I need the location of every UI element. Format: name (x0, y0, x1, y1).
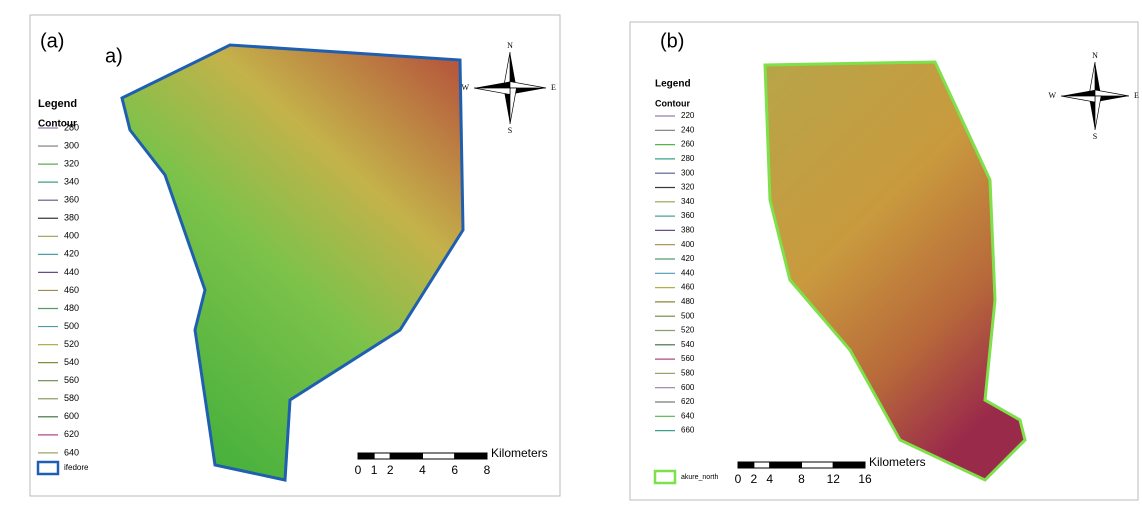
legend-item: 400 (64, 231, 79, 241)
legend-item: 260 (681, 140, 695, 149)
map-region (765, 62, 1025, 480)
legend-item: 480 (681, 297, 695, 306)
legend-item: 660 (681, 426, 695, 435)
legend-item: 420 (681, 254, 695, 263)
scale-segment (455, 453, 487, 459)
scale-unit: Kilometers (491, 446, 548, 460)
scale-label: 8 (798, 472, 805, 486)
legend-item: 620 (64, 429, 79, 439)
scale-label: 0 (355, 463, 362, 477)
legend-item: 240 (681, 125, 695, 134)
scale-label: 12 (827, 472, 841, 486)
legend-item: 640 (681, 411, 695, 420)
legend-item: 580 (64, 393, 79, 403)
scale-label: 2 (387, 463, 394, 477)
compass-arm (474, 88, 510, 94)
legend-title: Legend (38, 98, 77, 110)
compass-w: W (1048, 91, 1056, 100)
scale-segment (770, 462, 802, 468)
scale-label: 2 (751, 472, 758, 486)
scale-label: 6 (451, 463, 458, 477)
legend-item: 280 (681, 154, 695, 163)
panel-label: a) (105, 45, 123, 67)
legend-item: 540 (64, 357, 79, 367)
legend-subtitle: Contour (655, 98, 690, 108)
legend-item: 300 (681, 168, 695, 177)
compass-arm (1095, 96, 1101, 130)
figure: (a)a)LegendContour2803003203403603804004… (0, 0, 1142, 506)
legend-item: 560 (681, 354, 695, 363)
scale-segment (802, 462, 834, 468)
scale-label: 4 (419, 463, 426, 477)
legend-title: Legend (655, 79, 691, 90)
legend-item: 320 (64, 158, 79, 168)
compass-arm (474, 82, 510, 88)
legend-item: 460 (64, 285, 79, 295)
panel-label: (b) (660, 30, 684, 52)
compass-w: W (461, 83, 469, 92)
legend-item: 440 (681, 268, 695, 277)
legend-item: 400 (681, 240, 695, 249)
compass-arm (510, 82, 546, 88)
scale-label: 0 (735, 472, 742, 486)
legend-item: 500 (64, 321, 79, 331)
legend-item: akure_north (681, 474, 718, 481)
scale-segment (358, 453, 374, 459)
scale-label: 16 (858, 472, 872, 486)
legend-item: 320 (681, 183, 695, 192)
legend-item: 360 (64, 195, 79, 205)
legend-item: 480 (64, 303, 79, 313)
compass-arm (510, 88, 516, 124)
legend-item: 280 (64, 122, 79, 132)
legend-swatch (655, 471, 675, 483)
legend-item: 460 (681, 283, 695, 292)
legend-swatch (38, 462, 58, 474)
legend-item: 380 (64, 213, 79, 223)
compass-e: E (1134, 91, 1139, 100)
scale-segment (423, 453, 455, 459)
legend-item: ifedore (64, 463, 89, 472)
map-region (122, 45, 463, 480)
compass-arm (1095, 90, 1129, 96)
legend-item: 600 (681, 383, 695, 392)
scale-label: 8 (484, 463, 491, 477)
scale-segment (374, 453, 390, 459)
legend-item: 560 (64, 375, 79, 385)
panel-label: (a) (40, 30, 64, 52)
legend-item: 440 (64, 267, 79, 277)
compass-n: N (507, 41, 513, 50)
legend-item: 300 (64, 140, 79, 150)
legend-item: 360 (681, 211, 695, 220)
legend-item: 640 (64, 447, 79, 457)
legend-item: 540 (681, 340, 695, 349)
legend-item: 520 (681, 326, 695, 335)
legend-item: 220 (681, 111, 695, 120)
legend-item: 380 (681, 226, 695, 235)
legend-item: 500 (681, 311, 695, 320)
compass-s: S (1093, 132, 1097, 141)
legend-item: 420 (64, 249, 79, 259)
compass-s: S (508, 126, 512, 135)
legend-item: 620 (681, 397, 695, 406)
compass-arm (1061, 90, 1095, 96)
legend-item: 340 (681, 197, 695, 206)
legend-item: 600 (64, 411, 79, 421)
scale-segment (754, 462, 770, 468)
scale-segment (833, 462, 865, 468)
legend-item: 520 (64, 339, 79, 349)
compass-n: N (1092, 51, 1098, 60)
legend-item: 340 (64, 177, 79, 187)
legend-item: 580 (681, 369, 695, 378)
scale-segment (738, 462, 754, 468)
scale-label: 4 (766, 472, 773, 486)
scale-segment (390, 453, 422, 459)
compass-e: E (551, 83, 556, 92)
compass-arm (1061, 96, 1095, 102)
scale-label: 1 (371, 463, 378, 477)
scale-unit: Kilometers (869, 455, 926, 469)
